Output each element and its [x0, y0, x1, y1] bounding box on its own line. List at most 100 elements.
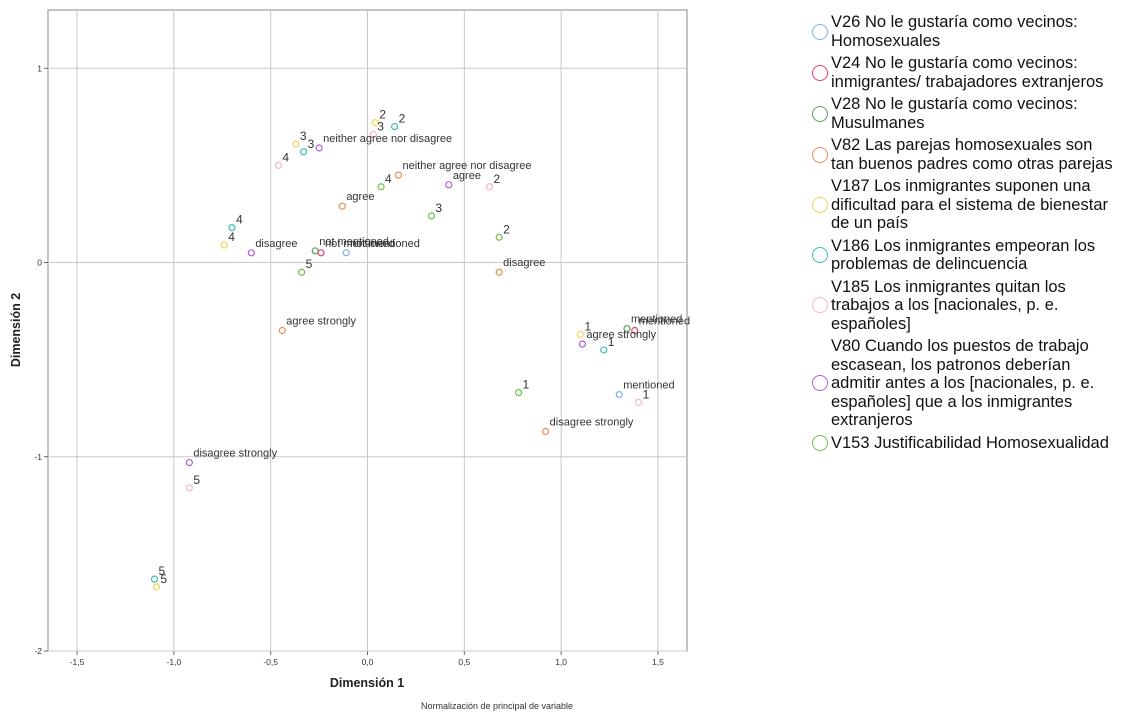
legend-marker-icon [812, 23, 828, 40]
data-point-label: agree [453, 170, 481, 182]
data-point [315, 144, 323, 152]
data-point [300, 148, 308, 156]
legend-marker-icon [812, 146, 828, 163]
data-point [278, 326, 286, 335]
x-tick-label: 1,0 [555, 657, 567, 667]
y-tick-label: -2 [34, 646, 42, 656]
data-point-label: 2 [379, 108, 386, 122]
data-point-label: 3 [377, 119, 384, 133]
y-axis-label: Dimensión 2 [9, 293, 23, 367]
tick-labels: -1,5 -1,0 -0,5 0,0 0,5 1,0 1,5 -2 -1 0 1 [34, 63, 664, 667]
data-point [514, 389, 523, 397]
legend-marker-icon [812, 105, 828, 122]
data-point [311, 247, 319, 255]
data-point [576, 330, 585, 338]
data-point-label: neither agree nor disagree [323, 133, 452, 145]
legend-label: V185 Los inmigrantes quitan los trabajos… [831, 277, 1066, 333]
legend-item: V80 Cuando los puestos de trabajo escase… [812, 337, 1117, 430]
x-axis-label: Dimensión 1 [330, 676, 404, 690]
data-point-label: 3 [435, 201, 442, 215]
data-point-label: 5 [193, 473, 200, 487]
y-tick-label: 0 [37, 258, 42, 268]
data-point-label: 4 [385, 172, 392, 186]
legend-item: V28 No le gustaría como vecinos: Musulma… [812, 95, 1117, 132]
data-point [615, 391, 623, 399]
legend-label: V153 Justificabilidad Homosexualidad [831, 433, 1109, 452]
data-point-label: 4 [228, 230, 235, 244]
data-point-label: neither agree nor disagree [402, 160, 531, 172]
legend-label: V80 Cuando los puestos de trabajo escase… [831, 337, 1095, 429]
data-point-label: 5 [306, 257, 313, 271]
data-point-label: 2 [503, 222, 510, 236]
legend-item: V26 No le gustaría como vecinos: Homosex… [812, 13, 1117, 50]
legend-label: V187 Los inmigrantes suponen una dificul… [831, 177, 1108, 232]
data-points [150, 119, 643, 591]
data-point [338, 202, 346, 210]
legend-marker-icon [812, 196, 828, 213]
legend-item: V82 Las parejas homosexuales son tan bue… [812, 136, 1117, 173]
data-point [578, 340, 587, 348]
data-point-label: agree [346, 191, 374, 203]
data-point-label: disagree [255, 238, 297, 250]
data-point [631, 326, 639, 335]
data-point-label: 5 [160, 572, 167, 586]
data-point [485, 183, 494, 191]
data-point-label: 1 [523, 378, 530, 392]
data-point-label: not mentioned [325, 238, 395, 250]
data-point-label: 4 [282, 150, 289, 164]
data-point-label: 3 [300, 129, 307, 143]
x-tick-label: 1,5 [652, 657, 664, 667]
data-point [342, 249, 350, 257]
data-point [495, 268, 503, 276]
data-point-label: agree strongly [286, 316, 356, 328]
legend-marker-icon [812, 297, 828, 314]
data-point [600, 346, 608, 354]
footnote: Normalización de principal de variable [421, 701, 573, 711]
legend-marker-icon [812, 247, 828, 263]
data-point [292, 140, 300, 148]
data-point-label: agree strongly [586, 329, 656, 341]
legend-item: V24 No le gustaría como vecinos: inmigra… [812, 54, 1117, 91]
data-point [394, 171, 403, 179]
data-point [369, 130, 377, 138]
data-point [247, 249, 255, 257]
data-point [391, 122, 399, 131]
data-point-label: mentioned [639, 316, 690, 328]
legend-label: V26 No le gustaría como vecinos: Homosex… [831, 13, 1078, 50]
x-tick-label: -0,5 [263, 657, 278, 667]
data-point [495, 233, 503, 241]
data-point [634, 398, 643, 406]
legend-marker-icon [812, 64, 828, 81]
legend-marker-icon [812, 434, 828, 451]
data-point [623, 324, 631, 333]
data-point [427, 212, 435, 220]
data-point-label: not mentioned [350, 238, 420, 250]
x-tick-label: -1,5 [70, 657, 85, 667]
data-point [445, 181, 453, 189]
point-labels: not mentioned mentioned not mentioned menti… [159, 108, 691, 586]
legend-label: V28 No le gustaría como vecinos: Musulma… [831, 95, 1078, 132]
data-point [274, 161, 283, 169]
data-point-label: 4 [236, 213, 243, 227]
data-point [185, 458, 193, 467]
x-tick-label: -1,0 [167, 657, 182, 667]
y-tick-label: -1 [34, 452, 42, 462]
data-point-label: 1 [643, 387, 650, 401]
data-point-label: disagree strongly [193, 448, 277, 460]
data-point [317, 249, 325, 257]
x-tick-label: 0,5 [458, 657, 470, 667]
data-point-label: mentioned [631, 314, 682, 326]
data-point-label: disagree strongly [550, 417, 634, 429]
legend-label: V82 Las parejas homosexuales son tan bue… [831, 136, 1113, 173]
data-point [150, 575, 159, 583]
legend-item: V153 Justificabilidad Homosexualidad [812, 434, 1117, 453]
data-point [371, 119, 379, 127]
data-point [542, 427, 550, 436]
legend-label: V24 No le gustaría como vecinos: inmigra… [831, 54, 1104, 91]
y-tick-label: 1 [37, 63, 42, 73]
data-point [228, 223, 236, 232]
data-point-label: mentioned [623, 380, 674, 392]
data-point [152, 583, 161, 591]
legend-label: V186 Los inmigrantes empeoran los proble… [831, 236, 1096, 274]
